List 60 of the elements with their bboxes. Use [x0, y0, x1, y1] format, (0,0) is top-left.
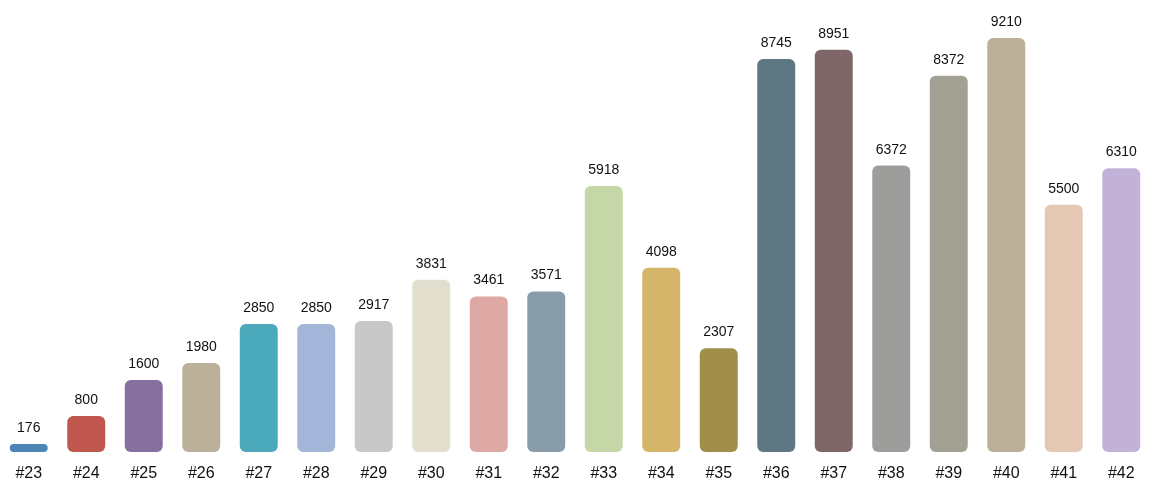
x-tick-label: #39	[935, 464, 963, 481]
x-tick-label: #34	[647, 464, 675, 481]
data-label: 2917	[358, 295, 390, 312]
data-label: 8745	[760, 33, 793, 50]
bar	[1044, 204, 1083, 452]
bar	[9, 444, 48, 452]
bar	[182, 363, 221, 452]
x-tick-label: #29	[360, 464, 388, 481]
data-label: 8372	[933, 50, 965, 67]
data-label: 3461	[473, 271, 505, 288]
data-label: 6372	[875, 140, 908, 157]
bar	[124, 380, 163, 452]
x-tick-label: #41	[1050, 464, 1078, 481]
bar	[239, 323, 278, 452]
data-label: 4098	[645, 242, 678, 259]
data-label: 2850	[243, 298, 275, 315]
data-label: 3831	[415, 254, 448, 271]
bar	[297, 323, 336, 452]
x-tick-label: #25	[130, 464, 158, 481]
x-tick-label: #26	[187, 464, 215, 481]
bar	[872, 165, 911, 452]
x-tick-label: #35	[705, 464, 733, 481]
x-tick-label: #23	[15, 464, 43, 481]
bar	[67, 416, 106, 452]
data-label: 9210	[990, 13, 1023, 29]
bar	[929, 75, 968, 452]
x-tick-label: #27	[245, 464, 273, 481]
bar	[527, 291, 566, 452]
data-label: 176	[17, 419, 41, 436]
data-label: 3571	[530, 266, 563, 283]
bar	[642, 267, 681, 452]
x-tick-label: #32	[532, 464, 560, 481]
bar	[757, 58, 796, 452]
x-tick-label: #40	[992, 464, 1020, 481]
data-label: 5500	[1048, 179, 1080, 196]
bar	[412, 279, 451, 452]
data-label: 8951	[818, 24, 850, 41]
bar	[1102, 168, 1141, 452]
bar	[987, 38, 1026, 452]
x-tick-label: #38	[877, 464, 905, 481]
x-tick-label: #31	[475, 464, 503, 481]
data-label: 2307	[703, 323, 735, 340]
x-tick-label: #30	[417, 464, 445, 481]
data-label: 800	[74, 391, 99, 408]
bar	[584, 185, 623, 452]
data-label: 2850	[300, 298, 333, 315]
x-tick-label: #42	[1107, 464, 1135, 481]
data-label: 1600	[128, 355, 160, 372]
x-tick-label: #24	[72, 464, 100, 481]
data-label: 1980	[185, 338, 218, 354]
bar	[469, 296, 508, 452]
bar	[699, 348, 738, 452]
bar	[814, 49, 853, 452]
x-tick-label: #33	[590, 464, 618, 481]
x-tick-label: #28	[302, 464, 330, 481]
bar	[354, 320, 393, 452]
data-label: 5918	[588, 160, 620, 177]
data-label: 6310	[1105, 143, 1138, 160]
x-tick-label: #37	[820, 464, 848, 481]
x-tick-label: #36	[762, 464, 790, 481]
